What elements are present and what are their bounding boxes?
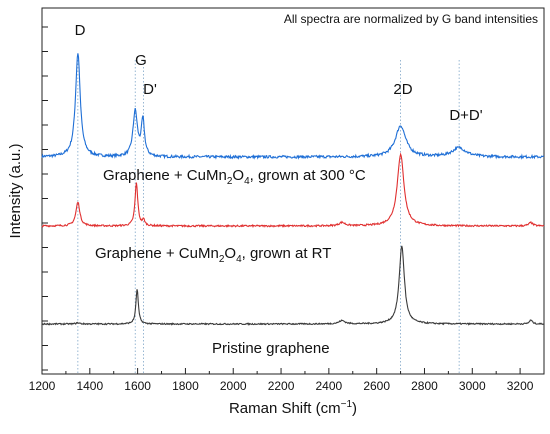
x-tick-label: 2600 [363, 379, 390, 393]
peak-label: D+D' [449, 107, 482, 124]
series-line [41, 245, 544, 326]
x-tick-label: 3200 [507, 379, 534, 393]
x-tick-label: 1400 [76, 379, 103, 393]
chart-labels: All spectra are normalized by G band int… [7, 12, 538, 417]
y-axis-label: Intensity (a.u.) [7, 143, 24, 238]
peak-label: D' [143, 81, 157, 98]
peak-label: G [135, 52, 147, 69]
x-tick-label: 1600 [124, 379, 151, 393]
peak-guides [77, 60, 460, 374]
peak-label: D [75, 22, 86, 39]
spectra-lines [41, 53, 545, 326]
x-tick-label: 3000 [459, 379, 486, 393]
x-axis-label: Raman Shift (cm−1) [229, 399, 357, 417]
series-label: Graphene + CuMn2O4, grown at RT [95, 245, 331, 265]
plot-frame [41, 7, 545, 375]
series-label: Pristine graphene [212, 340, 330, 357]
x-tick-label: 1800 [172, 379, 199, 393]
peak-label: 2D [393, 81, 412, 98]
x-tick-label: 2400 [316, 379, 343, 393]
x-tick-label: 1200 [29, 379, 56, 393]
axis-ticks: 1200 1400 1600 1800 2000 2200 2400 2600 2800 3000… [29, 26, 534, 393]
series-line [41, 152, 545, 229]
x-tick-label: 2800 [411, 379, 438, 393]
series-line [41, 53, 545, 160]
x-tick-label: 2200 [268, 379, 295, 393]
series-label: Graphene + CuMn2O4, grown at 300 °C [103, 167, 366, 187]
x-tick-label: 2000 [220, 379, 247, 393]
normalization-note: All spectra are normalized by G band int… [284, 12, 538, 26]
